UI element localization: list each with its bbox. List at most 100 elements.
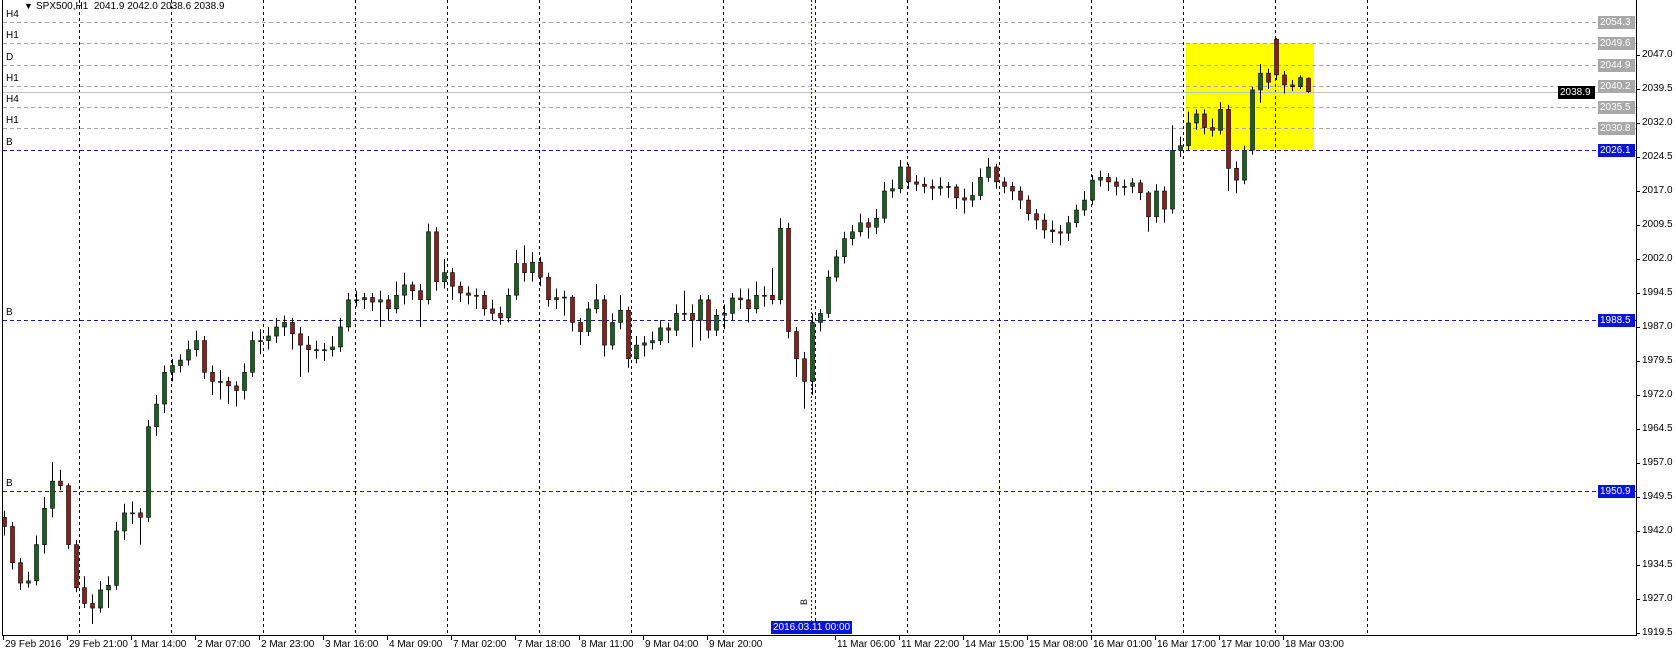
candle-body-bull — [250, 340, 255, 373]
candle-body-bear — [66, 485, 71, 545]
candle — [1066, 215, 1071, 241]
price-tick-label: 2047.0 — [1642, 49, 1673, 60]
candle-body-bull — [330, 346, 335, 350]
candle-body-bear — [866, 222, 871, 228]
candle-body-bull — [810, 322, 815, 382]
candle-body-bear — [946, 186, 951, 188]
candle — [786, 222, 791, 339]
candle-body-bear — [90, 603, 95, 609]
candle — [1018, 186, 1023, 210]
level-price-box[interactable]: 2044.9 — [1598, 58, 1635, 72]
time-tick-label: 16 Mar 01:00 — [1093, 639, 1152, 650]
time-tick-label: 14 Mar 15:00 — [965, 639, 1024, 650]
price-tick-label: 1964.5 — [1642, 422, 1673, 434]
candle-body-bear — [1306, 77, 1311, 93]
candle-body-bear — [546, 276, 551, 301]
highlight-rectangle — [1186, 43, 1314, 150]
candle — [138, 508, 143, 545]
price-tick-label: 1942.0 — [1642, 524, 1673, 536]
candle — [1170, 125, 1175, 214]
price-tick-label: 1919.5 — [1642, 626, 1673, 638]
candle-body-bull — [170, 365, 175, 373]
candle — [1130, 178, 1135, 194]
candle-body-bear — [1002, 181, 1007, 187]
level-price-box[interactable]: 1950.9 — [1598, 484, 1635, 498]
level-price-box[interactable]: 2040.2 — [1598, 79, 1635, 93]
time-tick-label: 2 Mar 23:00 — [261, 639, 315, 650]
candle-body-bear — [1018, 190, 1023, 201]
candle-body-bull — [1250, 89, 1255, 151]
candle — [2, 510, 7, 536]
candle — [82, 576, 87, 609]
level-price-box[interactable]: 2030.8 — [1598, 122, 1635, 136]
level-price-box[interactable]: 2035.5 — [1598, 101, 1635, 115]
price-tick-label: 1972.0 — [1642, 388, 1673, 400]
candle — [18, 558, 23, 590]
candle-body-bear — [786, 227, 791, 332]
candle-body-bull — [474, 294, 479, 297]
candle-body-bull — [834, 256, 839, 278]
level-price-box[interactable]: 2049.6 — [1598, 37, 1635, 51]
candle-body-bear — [746, 299, 751, 310]
candle-body-bear — [482, 294, 487, 310]
candle — [1234, 161, 1239, 194]
price-tick-label: 1987.0 — [1642, 320, 1673, 332]
candle-body-bull — [674, 313, 679, 331]
candle — [1202, 109, 1207, 135]
candle — [1026, 195, 1031, 221]
candle-body-bear — [418, 290, 423, 301]
candle-body-bull — [322, 349, 327, 351]
candle-body-bull — [42, 508, 47, 545]
candle — [378, 290, 383, 327]
price-tick-label: 2032.0 — [1642, 117, 1673, 128]
candle — [554, 288, 559, 309]
candle — [1074, 204, 1079, 228]
level-price-box[interactable]: 2054.3 — [1598, 15, 1635, 29]
candle — [954, 184, 959, 210]
level-price-box[interactable]: 2026.1 — [1598, 143, 1635, 157]
candle — [1114, 177, 1119, 196]
symbol-timeframe: SPX500,H1 — [36, 1, 89, 12]
candle — [826, 270, 831, 318]
candle-body-bull — [258, 340, 263, 342]
candle-body-bear — [434, 231, 439, 282]
candle-body-bull — [178, 359, 183, 366]
candle — [530, 252, 535, 282]
candle-body-bull — [362, 297, 367, 301]
candle — [618, 295, 623, 330]
candle — [906, 163, 911, 189]
time-marker-date-label[interactable]: 2016.03.11 00:00 — [771, 621, 853, 634]
triangle-down-icon[interactable]: ▼ — [24, 1, 33, 11]
candle-body-bull — [722, 313, 727, 316]
candle-body-bull — [1178, 145, 1183, 151]
candle — [122, 503, 127, 541]
candle-body-bull — [1090, 179, 1095, 201]
candle — [1290, 79, 1295, 92]
candle-body-bear — [906, 166, 911, 183]
candle-body-bear — [666, 327, 671, 331]
time-tick-label: 9 Mar 20:00 — [709, 639, 763, 650]
candle — [466, 286, 471, 305]
candle — [490, 299, 495, 321]
candle-body-bull — [978, 177, 983, 196]
candle — [594, 283, 599, 314]
ohlc-readout: 2041.9 2042.0 2038.6 2038.9 — [93, 1, 225, 12]
candle-body-bear — [210, 372, 215, 382]
candle — [1250, 86, 1255, 155]
level-label: H4 — [6, 8, 19, 20]
candle — [258, 329, 263, 355]
candle-body-bull — [106, 585, 111, 591]
level-price-box[interactable]: 1988.5 — [1598, 314, 1635, 328]
candle — [10, 521, 15, 570]
time-tick-label: 3 Mar 16:00 — [325, 639, 379, 650]
candle — [162, 365, 167, 414]
candle-body-bear — [290, 322, 295, 335]
candle — [186, 340, 191, 366]
candle — [818, 308, 823, 332]
candle-body-bull — [162, 372, 167, 405]
candle — [842, 231, 847, 264]
candle-body-bear — [370, 297, 375, 303]
candle — [650, 331, 655, 350]
candle-body-bear — [570, 296, 575, 323]
